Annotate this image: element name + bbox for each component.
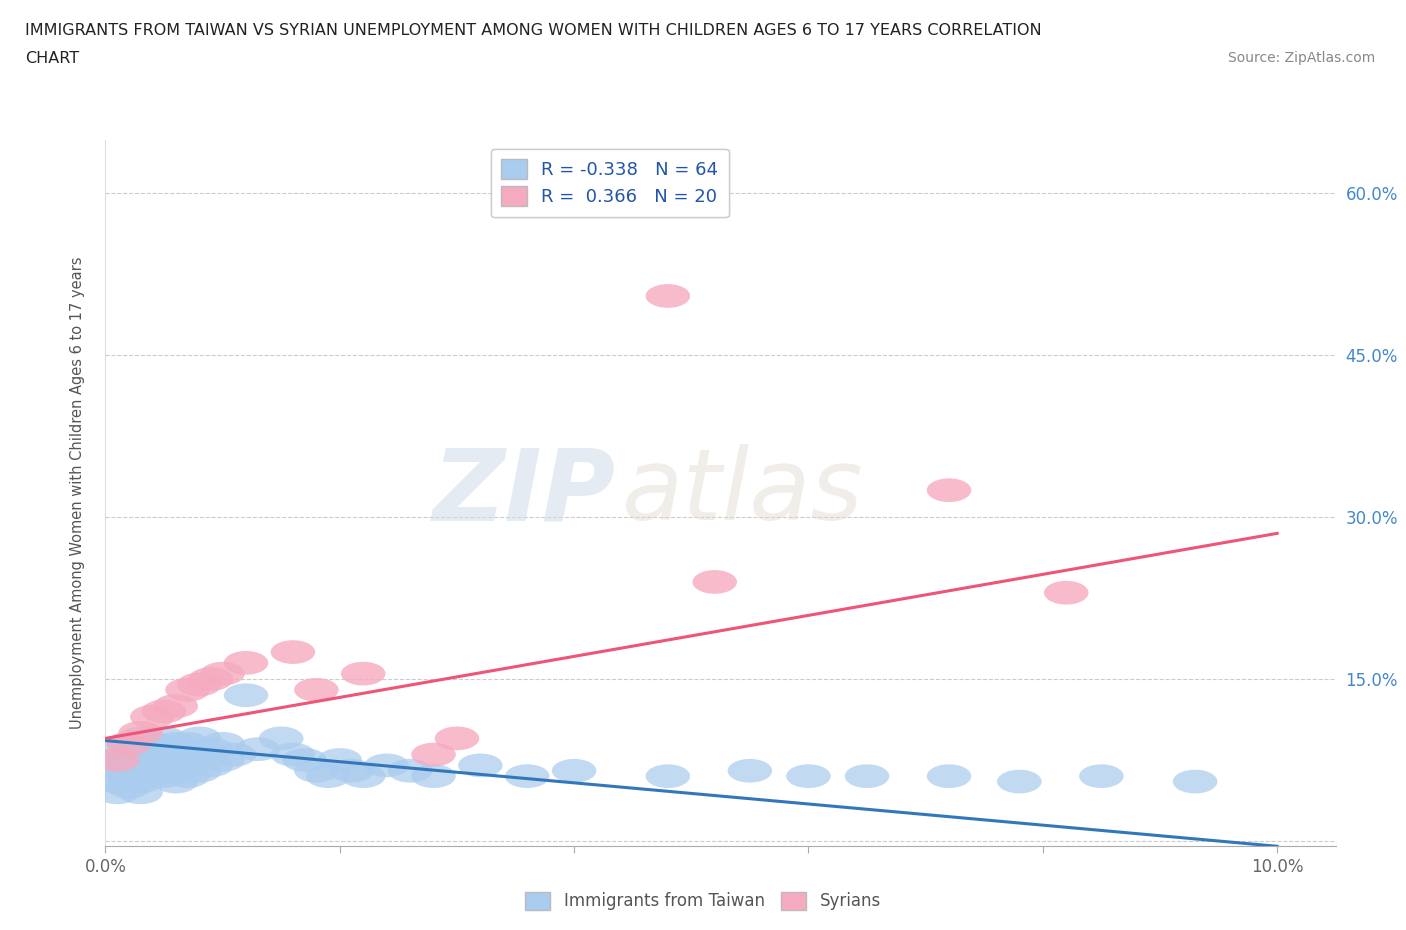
Ellipse shape xyxy=(107,732,152,756)
Ellipse shape xyxy=(142,737,186,761)
Ellipse shape xyxy=(131,732,174,756)
Ellipse shape xyxy=(412,743,456,766)
Ellipse shape xyxy=(142,726,186,751)
Text: CHART: CHART xyxy=(25,51,79,66)
Legend: Immigrants from Taiwan, Syrians: Immigrants from Taiwan, Syrians xyxy=(519,885,887,917)
Ellipse shape xyxy=(271,640,315,664)
Ellipse shape xyxy=(107,764,152,788)
Ellipse shape xyxy=(118,780,163,804)
Ellipse shape xyxy=(388,759,433,783)
Ellipse shape xyxy=(166,753,209,777)
Ellipse shape xyxy=(142,748,186,772)
Ellipse shape xyxy=(118,721,163,745)
Ellipse shape xyxy=(96,737,139,761)
Ellipse shape xyxy=(166,678,209,702)
Ellipse shape xyxy=(318,748,363,772)
Ellipse shape xyxy=(224,651,269,675)
Ellipse shape xyxy=(342,662,385,685)
Ellipse shape xyxy=(118,759,163,783)
Ellipse shape xyxy=(142,764,186,788)
Ellipse shape xyxy=(96,759,139,783)
Ellipse shape xyxy=(118,748,163,772)
Ellipse shape xyxy=(1080,764,1123,788)
Ellipse shape xyxy=(307,764,350,788)
Ellipse shape xyxy=(224,684,269,707)
Ellipse shape xyxy=(107,743,152,766)
Ellipse shape xyxy=(153,732,198,756)
Ellipse shape xyxy=(201,748,245,772)
Ellipse shape xyxy=(166,743,209,766)
Ellipse shape xyxy=(786,764,831,788)
Ellipse shape xyxy=(177,737,222,761)
Ellipse shape xyxy=(342,764,385,788)
Ellipse shape xyxy=(236,737,280,761)
Ellipse shape xyxy=(153,770,198,793)
Ellipse shape xyxy=(131,743,174,766)
Ellipse shape xyxy=(845,764,890,788)
Text: IMMIGRANTS FROM TAIWAN VS SYRIAN UNEMPLOYMENT AMONG WOMEN WITH CHILDREN AGES 6 T: IMMIGRANTS FROM TAIWAN VS SYRIAN UNEMPLO… xyxy=(25,23,1042,38)
Ellipse shape xyxy=(997,770,1042,793)
Ellipse shape xyxy=(142,699,186,724)
Text: atlas: atlas xyxy=(621,445,863,541)
Y-axis label: Unemployment Among Women with Children Ages 6 to 17 years: Unemployment Among Women with Children A… xyxy=(70,257,84,729)
Ellipse shape xyxy=(283,748,326,772)
Ellipse shape xyxy=(364,753,409,777)
Ellipse shape xyxy=(96,748,139,772)
Ellipse shape xyxy=(107,732,152,756)
Ellipse shape xyxy=(177,726,222,751)
Ellipse shape xyxy=(329,759,374,783)
Ellipse shape xyxy=(294,759,339,783)
Ellipse shape xyxy=(177,759,222,783)
Text: ZIP: ZIP xyxy=(433,445,616,541)
Ellipse shape xyxy=(212,743,257,766)
Ellipse shape xyxy=(131,764,174,788)
Ellipse shape xyxy=(153,743,198,766)
Ellipse shape xyxy=(271,743,315,766)
Ellipse shape xyxy=(505,764,550,788)
Ellipse shape xyxy=(551,759,596,783)
Ellipse shape xyxy=(166,764,209,788)
Ellipse shape xyxy=(201,732,245,756)
Ellipse shape xyxy=(927,478,972,502)
Ellipse shape xyxy=(118,770,163,793)
Ellipse shape xyxy=(118,726,163,751)
Ellipse shape xyxy=(201,662,245,685)
Ellipse shape xyxy=(131,753,174,777)
Ellipse shape xyxy=(96,748,139,772)
Ellipse shape xyxy=(645,764,690,788)
Ellipse shape xyxy=(153,694,198,718)
Ellipse shape xyxy=(412,764,456,788)
Ellipse shape xyxy=(728,759,772,783)
Ellipse shape xyxy=(927,764,972,788)
Ellipse shape xyxy=(107,775,152,799)
Ellipse shape xyxy=(434,726,479,751)
Ellipse shape xyxy=(645,284,690,308)
Ellipse shape xyxy=(294,678,339,702)
Text: Source: ZipAtlas.com: Source: ZipAtlas.com xyxy=(1227,51,1375,65)
Ellipse shape xyxy=(188,753,233,777)
Ellipse shape xyxy=(188,737,233,761)
Ellipse shape xyxy=(96,770,139,793)
Ellipse shape xyxy=(1173,770,1218,793)
Ellipse shape xyxy=(96,780,139,804)
Ellipse shape xyxy=(118,737,163,761)
Ellipse shape xyxy=(131,705,174,729)
Ellipse shape xyxy=(259,726,304,751)
Ellipse shape xyxy=(1043,581,1088,604)
Ellipse shape xyxy=(107,753,152,777)
Ellipse shape xyxy=(188,667,233,691)
Ellipse shape xyxy=(177,672,222,697)
Legend: R = -0.338   N = 64, R =  0.366   N = 20: R = -0.338 N = 64, R = 0.366 N = 20 xyxy=(491,149,730,218)
Ellipse shape xyxy=(693,570,737,593)
Ellipse shape xyxy=(166,732,209,756)
Ellipse shape xyxy=(458,753,503,777)
Ellipse shape xyxy=(153,753,198,777)
